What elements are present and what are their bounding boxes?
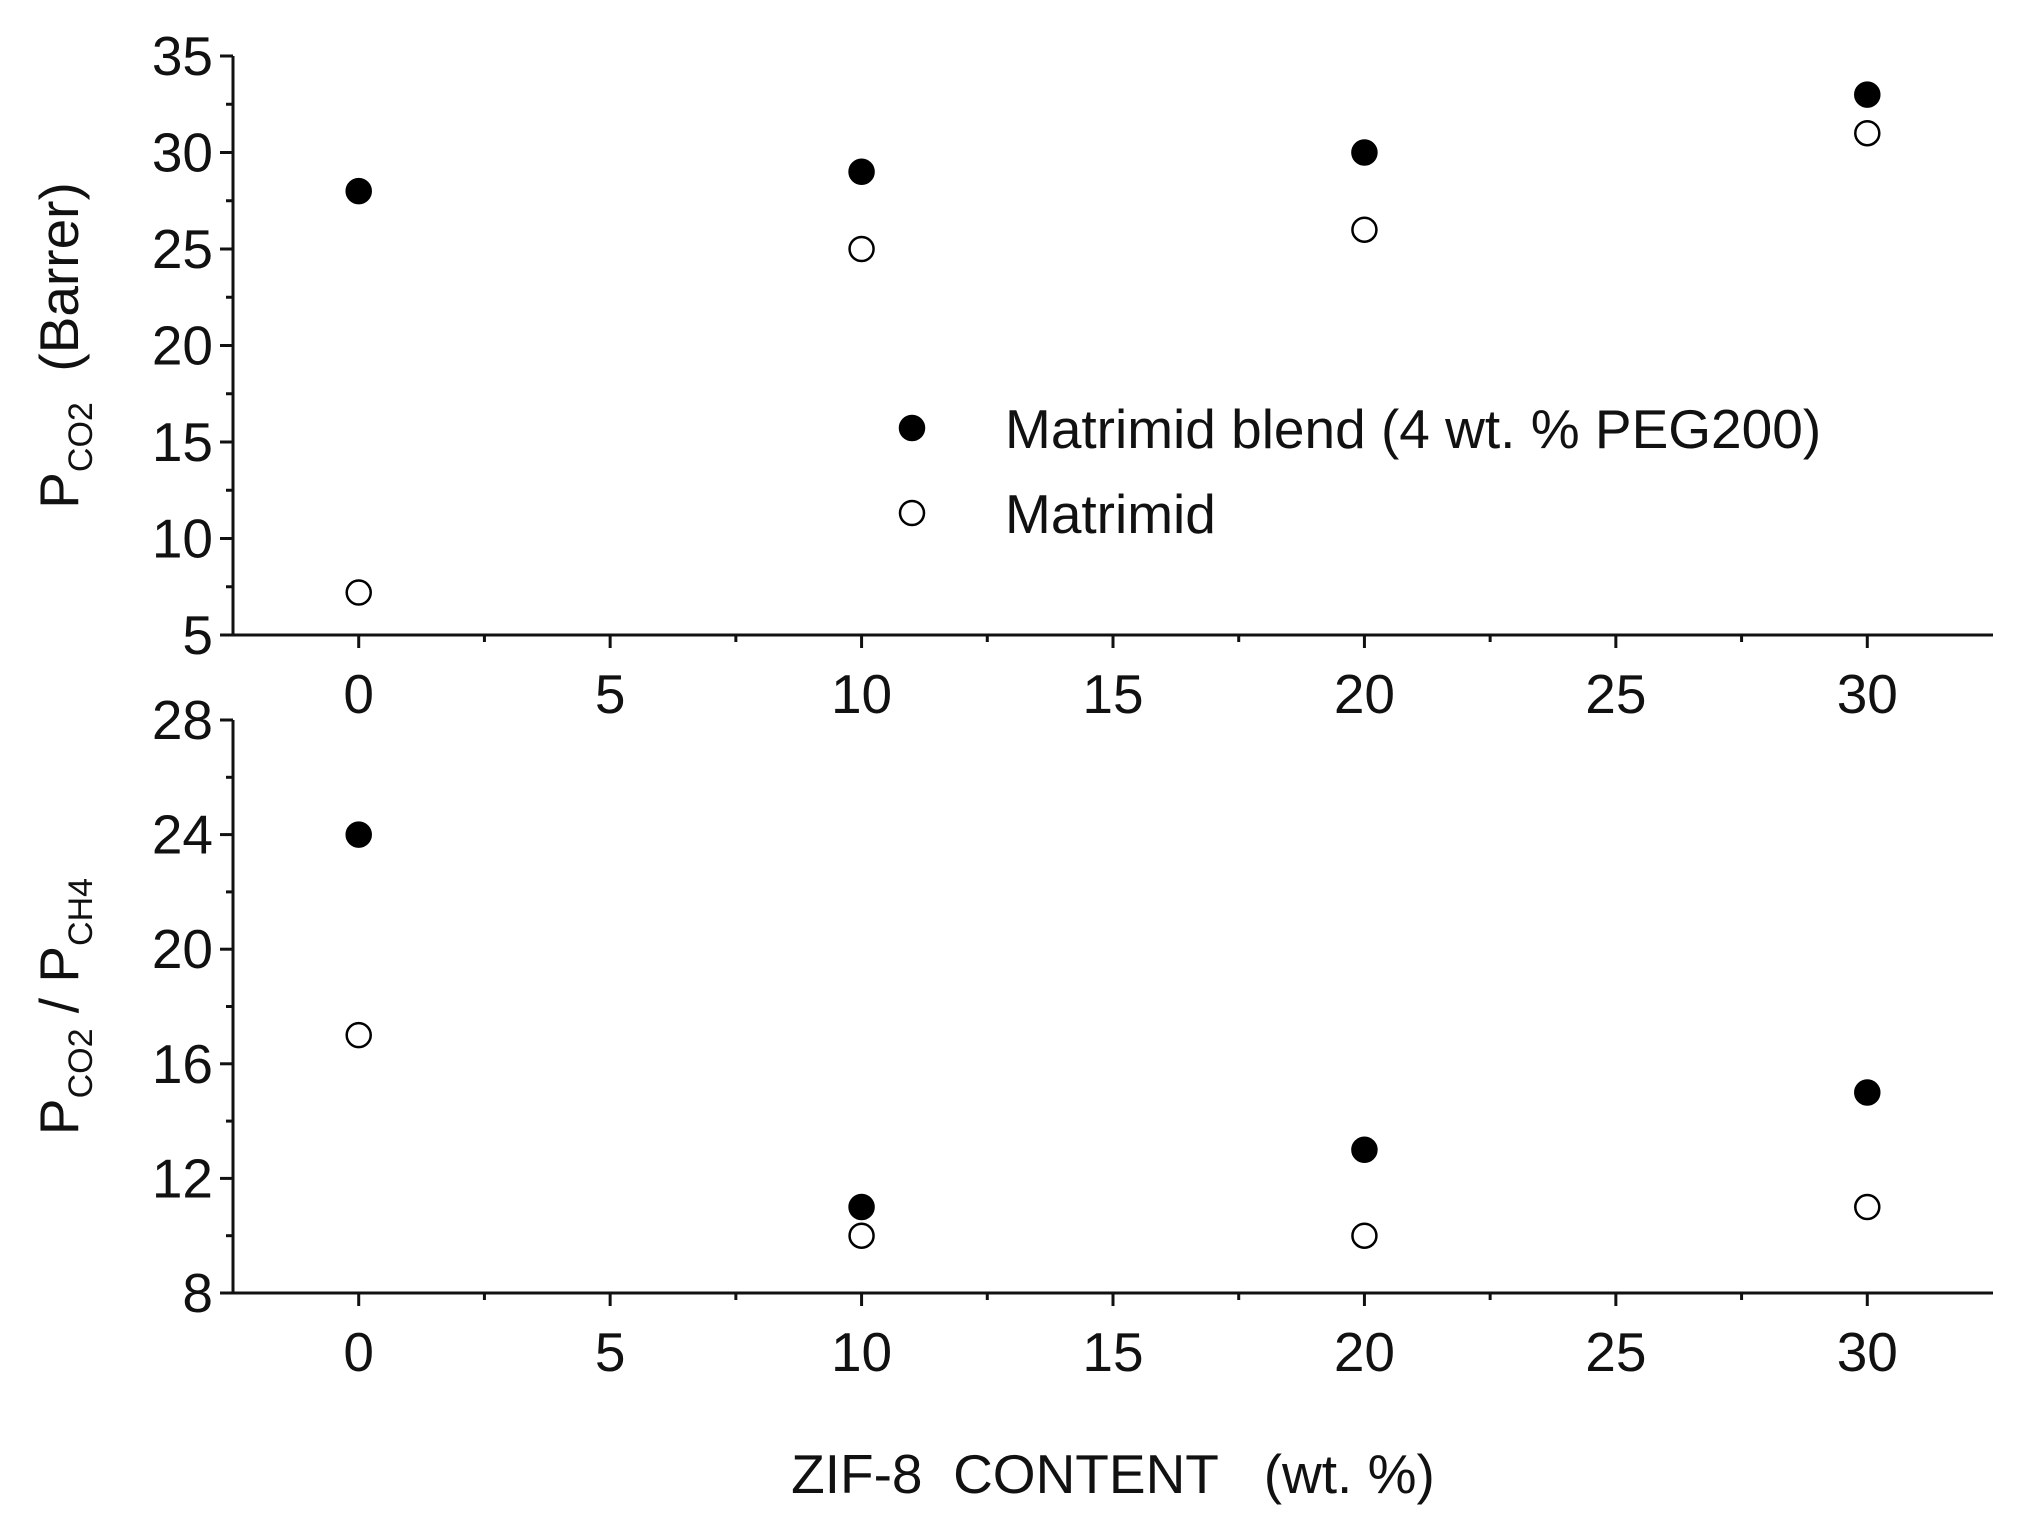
data-point xyxy=(345,177,372,205)
y-tick-label: 15 xyxy=(152,411,213,473)
x-tick-label: 0 xyxy=(343,663,374,725)
y-tick-label: 5 xyxy=(182,604,213,666)
data-point xyxy=(1854,119,1881,147)
x-tick-label: 20 xyxy=(1334,1321,1395,1383)
y-tick-label: 24 xyxy=(152,804,213,866)
y-tick-label: 25 xyxy=(152,218,213,280)
y-tick-label: 10 xyxy=(152,508,213,570)
x-tick-label: 10 xyxy=(831,663,892,725)
data-point xyxy=(848,235,875,263)
data-point xyxy=(848,1222,875,1249)
x-tick-label: 0 xyxy=(343,1321,374,1383)
x-tick-label: 30 xyxy=(1837,1321,1898,1383)
data-point xyxy=(1854,1079,1881,1106)
data-point xyxy=(1351,216,1378,243)
legend-label: Matrimid blend (4 wt. % PEG200) xyxy=(1005,398,1821,460)
x-tick-label: 5 xyxy=(595,663,626,725)
data-point xyxy=(1351,1136,1378,1163)
legend-label: Matrimid xyxy=(1005,483,1216,545)
y-axis-label-part: CO2 xyxy=(62,1028,100,1098)
data-point xyxy=(1351,1222,1378,1249)
y-tick-label: 20 xyxy=(152,315,213,377)
y-axis-label-part: CH4 xyxy=(62,878,100,946)
x-tick-label: 10 xyxy=(831,1321,892,1383)
x-tick-label: 20 xyxy=(1334,663,1395,725)
y-tick-label: 20 xyxy=(152,918,213,980)
y-tick-label: 16 xyxy=(152,1033,213,1095)
data-point xyxy=(1351,139,1378,166)
x-tick-label: 25 xyxy=(1585,1321,1646,1383)
y-axis-label: PCO2 (Barrer) xyxy=(28,182,100,509)
y-axis-label-part: / P xyxy=(28,946,90,1029)
data-point xyxy=(345,821,372,848)
x-tick-label: 15 xyxy=(1082,1321,1143,1383)
y-axis-label-part: P xyxy=(28,472,90,509)
x-tick-label: 15 xyxy=(1082,663,1143,725)
y-tick-label: 35 xyxy=(152,25,213,87)
x-tick-label: 5 xyxy=(595,1321,626,1383)
legend-marker xyxy=(898,499,926,527)
y-tick-label: 12 xyxy=(152,1147,213,1209)
data-point xyxy=(345,1021,372,1049)
y-axis-label-part: P xyxy=(28,1098,90,1135)
x-tick-label: 25 xyxy=(1585,663,1646,725)
x-tick-label: 30 xyxy=(1837,663,1898,725)
y-axis-label-part: CO2 xyxy=(62,402,100,472)
data-point xyxy=(848,1193,875,1221)
y-tick-label: 28 xyxy=(152,689,213,751)
y-axis-label-part: (Barrer) xyxy=(28,182,90,402)
data-point xyxy=(1854,81,1881,108)
y-axis-label: PCO2 / PCH4 xyxy=(28,878,100,1135)
data-point xyxy=(848,158,875,186)
y-tick-label: 8 xyxy=(182,1262,213,1324)
y-tick-label: 30 xyxy=(152,122,213,184)
data-point xyxy=(345,579,372,606)
data-point xyxy=(1854,1193,1881,1221)
x-axis-label: ZIF-8 CONTENT (wt. %) xyxy=(791,1443,1435,1505)
legend-marker xyxy=(898,414,926,442)
